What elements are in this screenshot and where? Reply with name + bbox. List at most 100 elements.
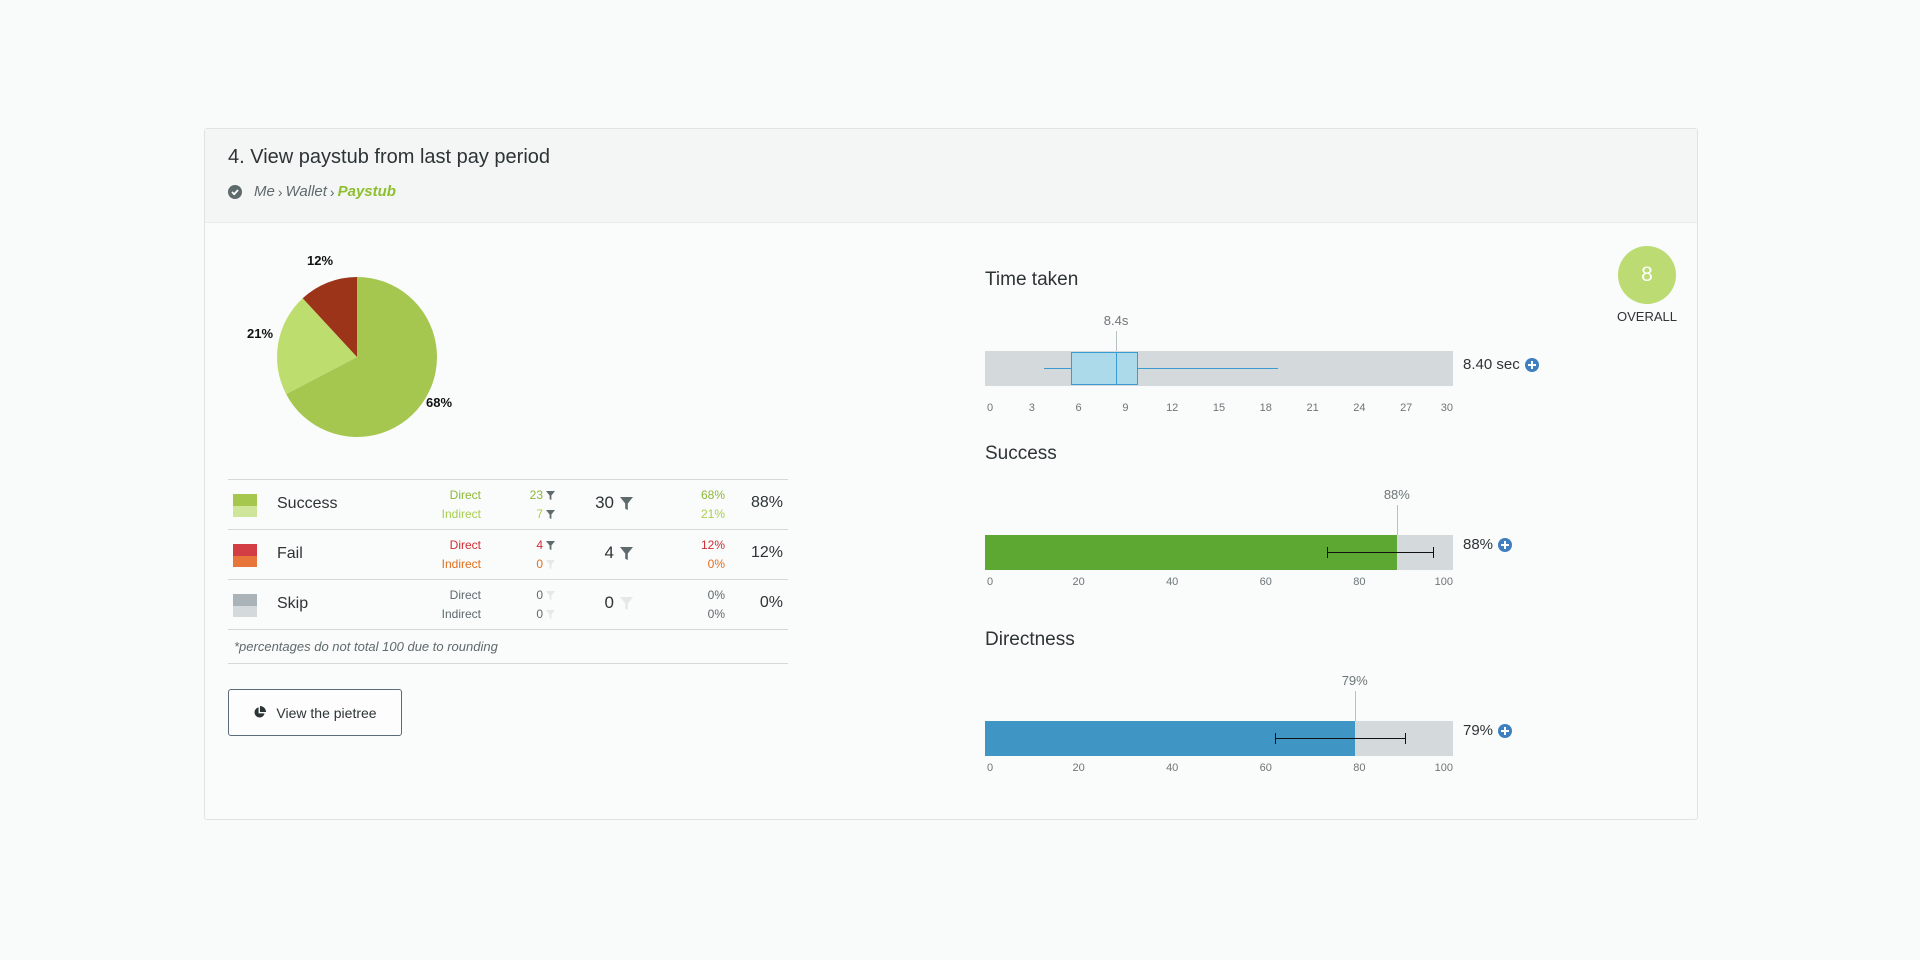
indirect-count: 7 [536, 507, 543, 521]
direct-label: Direct [449, 488, 481, 502]
total-count: 0 [604, 593, 614, 612]
results-row-fail: Fail Direct Indirect 4 0 4 12% 0% 12% [228, 529, 788, 579]
time-taken-value-label: 8.40 sec [1463, 356, 1520, 373]
time-taken-marker-line [1116, 331, 1118, 351]
axis-tick-label: 80 [1353, 576, 1366, 588]
filter-icon[interactable] [620, 496, 633, 510]
time-taken-value: 8.40 sec [1463, 356, 1539, 373]
axis-tick-label: 0 [987, 576, 994, 588]
footnote-row: *percentages do not total 100 due to rou… [228, 629, 788, 664]
axis-tick-label: 15 [1212, 402, 1226, 414]
pie-slice-success-direct [286, 277, 437, 437]
time-taken-whisker [1044, 368, 1279, 369]
rounding-footnote: *percentages do not total 100 due to rou… [234, 639, 498, 654]
success-marker-label: 88% [1383, 487, 1410, 502]
direct-count-filter[interactable]: 4 [536, 538, 555, 552]
view-pietree-button[interactable]: View the pietree [228, 689, 402, 736]
success-value: 88% [1463, 536, 1513, 553]
axis-tick-label: 12 [1166, 402, 1179, 414]
overall-label: OVERALL [1617, 309, 1677, 324]
pie-chart-svg [277, 277, 437, 437]
indirect-count-filter[interactable]: 7 [536, 507, 555, 521]
pie-slice-success-indirect [277, 298, 357, 395]
total-count: 30 [595, 493, 614, 512]
total-count-filter[interactable]: 30 [595, 493, 633, 513]
axis-tick-label: 40 [1166, 762, 1179, 774]
time-taken-box [1070, 352, 1138, 385]
axis-tick-label: 20 [1072, 762, 1085, 774]
axis-tick-label: 21 [1306, 402, 1319, 414]
direct-count-filter: 0 [536, 588, 555, 602]
indirect-count: 0 [536, 607, 543, 621]
directness-marker-label: 79% [1341, 673, 1368, 688]
indirect-count-filter: 0 [536, 607, 555, 621]
directness-title: Directness [985, 629, 1075, 650]
fail-swatch [233, 544, 257, 567]
time-taken-title: Time taken [985, 269, 1079, 290]
row-label: Fail [277, 545, 303, 562]
axis-tick-label: 3 [1028, 402, 1035, 414]
success-error-bar [1326, 547, 1435, 558]
axis-tick-label: 30 [1440, 402, 1453, 414]
axis-tick-label: 60 [1259, 762, 1272, 774]
pie-slice-fail-direct [302, 277, 357, 357]
direct-percent: 12% [700, 538, 725, 552]
overall-score-badge: 8 [1618, 246, 1676, 304]
pie-label-fail-direct: 12% [307, 253, 334, 268]
axis-tick-label: 27 [1400, 402, 1413, 414]
breadcrumb: Me › Wallet › Paystub [228, 183, 396, 200]
skip-swatch [233, 594, 257, 617]
breadcrumb-item-paystub: Paystub [337, 183, 396, 200]
chevron-right-icon: › [277, 183, 283, 200]
filter-icon-disabled [546, 590, 555, 600]
axis-tick-label: 6 [1075, 402, 1082, 414]
filter-icon-disabled [620, 596, 633, 610]
axis-tick-label: 100 [1434, 576, 1453, 588]
pie-label-success-indirect: 21% [247, 326, 274, 341]
filter-icon[interactable] [546, 540, 555, 550]
direct-percent: 0% [707, 588, 725, 602]
success-axis: 0 20 40 60 80 100 [985, 576, 1453, 590]
results-row-success: Success Direct Indirect 23 7 30 68% 21% … [228, 479, 788, 529]
filter-icon[interactable] [546, 490, 555, 500]
success-title: Success [985, 443, 1057, 464]
plus-circle-icon[interactable] [1498, 537, 1513, 552]
breadcrumb-item-wallet: Wallet [285, 183, 327, 200]
total-count-filter[interactable]: 4 [605, 543, 633, 563]
direct-percent: 68% [700, 488, 725, 502]
axis-tick-label: 0 [987, 402, 994, 414]
task-title: 4. View paystub from last pay period [228, 146, 551, 168]
indirect-percent: 21% [700, 507, 725, 521]
total-percent: 0% [759, 594, 783, 611]
total-percent: 88% [750, 494, 783, 511]
pie-chart-icon [254, 706, 267, 718]
filter-icon[interactable] [620, 546, 633, 560]
indirect-percent: 0% [707, 557, 725, 571]
axis-tick-label: 0 [987, 762, 994, 774]
plus-circle-icon[interactable] [1524, 357, 1539, 372]
direct-count: 23 [529, 488, 543, 502]
direct-count-filter[interactable]: 23 [530, 488, 555, 502]
success-swatch [233, 494, 257, 517]
row-label: Skip [277, 595, 309, 612]
direct-label: Direct [449, 588, 481, 602]
total-percent: 12% [750, 544, 783, 561]
success-value-label: 88% [1463, 536, 1494, 553]
plus-circle-icon[interactable] [1498, 723, 1513, 738]
overall-score: 8 [1641, 263, 1653, 286]
results-table: Success Direct Indirect 23 7 30 68% 21% … [228, 479, 788, 664]
time-taken-axis: 0 3 6 9 12 15 18 21 24 27 30 [985, 402, 1453, 416]
breadcrumb-item-me: Me [254, 183, 275, 200]
directness-error-bar [1275, 733, 1407, 744]
filter-icon-disabled [546, 609, 555, 619]
time-taken-median [1116, 352, 1118, 385]
directness-track [985, 721, 1453, 756]
direct-count: 4 [536, 538, 543, 552]
check-circle-icon [228, 184, 242, 199]
filter-icon[interactable] [546, 509, 555, 519]
axis-tick-label: 20 [1072, 576, 1085, 588]
task-header: 4. View paystub from last pay period Me … [205, 129, 1697, 223]
time-taken-marker-label: 8.4s [1103, 313, 1129, 328]
axis-tick-label: 9 [1122, 402, 1129, 414]
indirect-count-filter: 0 [536, 557, 555, 571]
